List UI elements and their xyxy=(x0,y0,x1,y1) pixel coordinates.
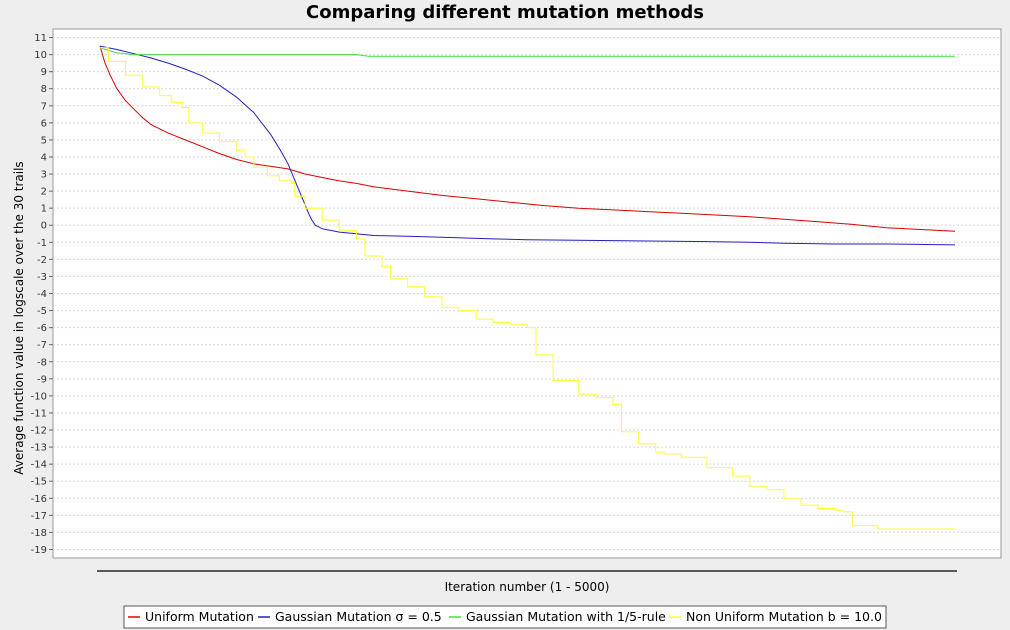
y-tick-label: 4 xyxy=(41,152,47,163)
y-tick-label: 3 xyxy=(41,170,47,181)
chart-title: Comparing different mutation methods xyxy=(306,2,704,23)
y-tick-label: -7 xyxy=(37,340,47,351)
x-axis-label: Iteration number (1 - 5000) xyxy=(445,580,610,594)
legend-label-3: Gaussian Mutation with 1/5-rule xyxy=(466,609,666,624)
y-tick-label: 7 xyxy=(41,101,47,112)
legend-label-4: Non Uniform Mutation b = 10.0 xyxy=(686,609,882,624)
y-tick-label: -14 xyxy=(31,460,47,471)
y-axis-label: Average function value in logscale over … xyxy=(12,161,26,474)
series-line-1 xyxy=(99,45,956,232)
y-tick-label: -8 xyxy=(37,357,47,368)
legend-label-1: Uniform Mutation xyxy=(145,609,254,624)
series-lines xyxy=(99,45,956,530)
y-tick-label: 0 xyxy=(41,221,47,232)
y-tick-label: -18 xyxy=(31,528,47,539)
y-tick-label: -5 xyxy=(37,306,47,317)
y-tick-label: -10 xyxy=(31,391,47,402)
y-tick-label: 11 xyxy=(34,33,47,44)
y-tick-label: -17 xyxy=(31,511,47,522)
y-tick-label: 2 xyxy=(41,187,47,198)
y-tick-label: -19 xyxy=(31,545,47,556)
y-tick-label: 9 xyxy=(41,67,47,78)
y-tick-label: -15 xyxy=(31,477,47,488)
y-tick-label: -3 xyxy=(37,272,47,283)
legend: Uniform Mutation Gaussian Mutation σ = 0.… xyxy=(123,605,887,629)
y-tick-label: -13 xyxy=(31,443,47,454)
y-tick-label: 1 xyxy=(41,204,47,215)
y-tick-label: -9 xyxy=(37,374,47,385)
y-tick-label: -2 xyxy=(37,255,47,266)
y-axis-ticks: 11109876543210-1-2-3-4-5-6-7-8-9-10-11-1… xyxy=(31,33,53,556)
y-tick-label: 8 xyxy=(41,84,47,95)
y-tick-label: 6 xyxy=(41,118,47,129)
y-tick-label: -4 xyxy=(37,289,47,300)
y-tick-label: -16 xyxy=(31,494,47,505)
y-tick-label: -12 xyxy=(31,426,47,437)
y-tick-label: -11 xyxy=(31,408,47,419)
series-line-3 xyxy=(99,47,955,57)
series-line-2 xyxy=(99,45,956,246)
legend-label-2: Gaussian Mutation σ = 0.5 xyxy=(275,609,442,624)
y-tick-label: -1 xyxy=(37,238,47,249)
y-tick-label: 10 xyxy=(34,50,47,61)
legend-box xyxy=(123,605,887,629)
y-tick-label: 5 xyxy=(41,135,47,146)
y-tick-label: -6 xyxy=(37,323,47,334)
series-line-4 xyxy=(100,47,955,530)
